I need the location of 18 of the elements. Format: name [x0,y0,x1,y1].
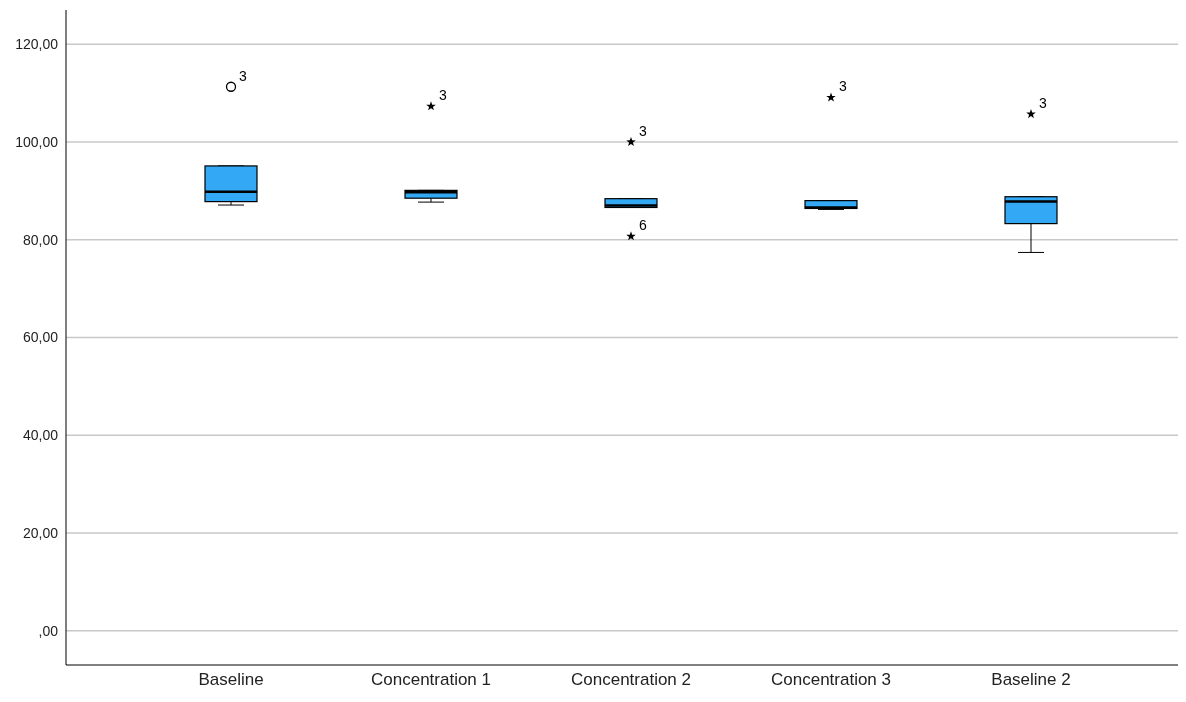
annotation: 3 [1039,95,1047,112]
y-tick-label: 80,00 [22,231,59,248]
annotation: 3 [839,78,847,95]
annotation: 6 [639,217,647,234]
y-tick-label: 60,00 [22,329,59,346]
x-tick-label: Baseline [198,670,264,690]
y-tick-label: 20,00 [22,524,59,541]
y-tick-label: 120,00 [15,36,59,53]
annotation: 3 [439,87,447,104]
x-tick-label: Concentration 1 [370,670,492,690]
annotation: 3 [239,67,247,84]
y-tick-label: 100,00 [15,133,59,150]
y-tick-label: ,00 [38,622,59,639]
x-tick-label: Concentration 2 [570,670,692,690]
x-tick-label: Concentration 3 [770,670,892,690]
y-tick-label: 40,00 [22,427,59,444]
x-tick-label: Baseline 2 [991,670,1071,690]
annotation: 3 [639,122,647,139]
